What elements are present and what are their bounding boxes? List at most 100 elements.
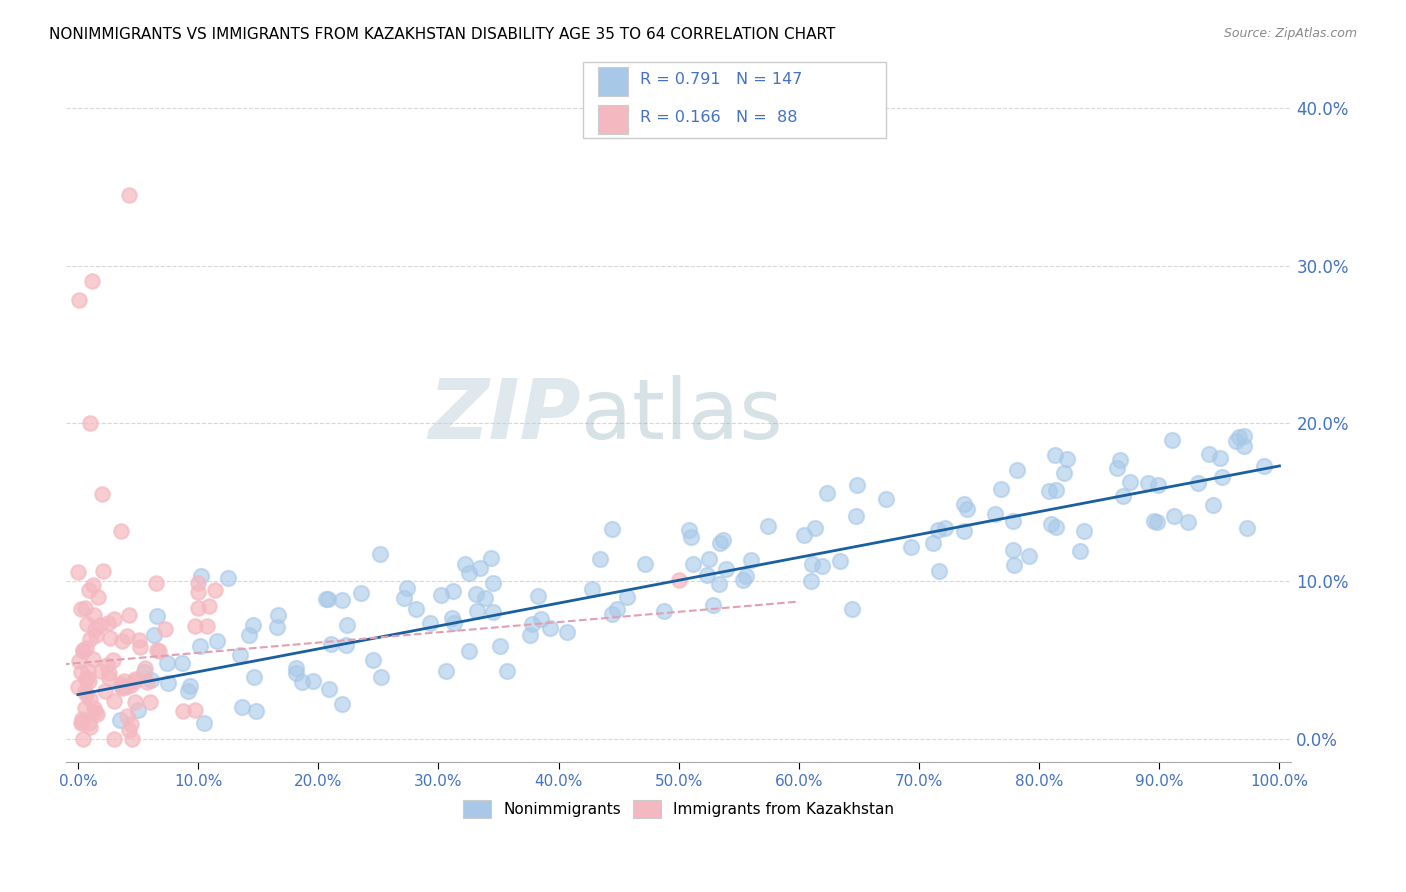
Point (335, 638, 357, 652)
Point (157, 676, 180, 690)
Point (267, 607, 290, 622)
Point (350, 585, 373, 599)
Point (474, 591, 496, 606)
Point (934, 521, 956, 535)
Point (86, 706, 108, 721)
Point (170, 656, 193, 670)
Point (1001, 543, 1024, 558)
Point (520, 616, 543, 631)
Point (740, 553, 762, 567)
Point (110, 677, 132, 691)
Point (1227, 430, 1250, 444)
Point (458, 566, 481, 580)
Point (711, 533, 734, 548)
Point (72, 731, 94, 746)
Point (231, 700, 253, 714)
Point (70, 712, 93, 726)
Point (1056, 452, 1078, 467)
Point (953, 497, 976, 511)
Text: atlas: atlas (581, 375, 782, 456)
Point (132, 665, 155, 679)
Point (89, 618, 111, 632)
Point (103, 694, 125, 708)
Point (103, 653, 125, 667)
Point (128, 632, 150, 647)
Point (187, 600, 209, 615)
Point (990, 482, 1012, 496)
Point (1177, 516, 1199, 530)
Point (465, 587, 488, 601)
Point (242, 617, 264, 632)
Point (793, 528, 815, 542)
Point (124, 672, 146, 686)
Point (1039, 516, 1062, 531)
Point (242, 670, 264, 684)
Point (681, 530, 703, 544)
Point (284, 661, 307, 675)
Point (72, 644, 94, 658)
Point (800, 557, 823, 571)
Point (927, 523, 949, 537)
Text: R = 0.791   N = 147: R = 0.791 N = 147 (640, 72, 801, 87)
Point (600, 607, 623, 621)
Point (668, 573, 690, 587)
Point (90, 487, 112, 501)
Point (465, 604, 488, 618)
Point (75, 687, 97, 701)
Point (394, 591, 416, 606)
Point (731, 573, 754, 587)
Point (841, 602, 863, 616)
Point (396, 581, 419, 595)
Point (284, 666, 307, 681)
Point (1202, 499, 1225, 513)
Point (204, 583, 226, 598)
Point (145, 576, 167, 591)
Point (952, 524, 974, 538)
Point (121, 731, 143, 746)
Point (714, 562, 737, 576)
Point (441, 584, 464, 599)
Point (148, 644, 170, 658)
Point (139, 695, 162, 709)
Point (84, 628, 107, 642)
Point (76, 671, 98, 685)
Point (184, 703, 207, 717)
Point (146, 608, 169, 623)
Point (98, 631, 121, 645)
Point (111, 681, 134, 696)
Point (1118, 475, 1140, 489)
Point (830, 554, 852, 568)
Point (187, 576, 209, 591)
Point (606, 602, 628, 616)
Point (70, 715, 93, 730)
Point (83, 701, 105, 715)
Point (555, 624, 578, 639)
Point (430, 588, 453, 602)
Point (103, 731, 125, 746)
Point (75, 684, 97, 698)
Point (93, 683, 115, 698)
Text: R = 0.166   N =  88: R = 0.166 N = 88 (640, 110, 797, 125)
Point (112, 674, 135, 689)
Point (526, 589, 548, 603)
Point (1253, 458, 1275, 473)
Point (84, 705, 107, 719)
Point (600, 522, 623, 536)
Point (82, 652, 104, 666)
Point (405, 602, 427, 616)
Point (103, 612, 125, 626)
Point (245, 704, 267, 718)
Point (470, 561, 492, 575)
Point (1198, 447, 1220, 461)
Point (419, 615, 441, 630)
Point (1211, 469, 1233, 483)
Point (1160, 434, 1182, 448)
Point (228, 648, 250, 662)
Point (139, 673, 162, 687)
Point (634, 557, 657, 571)
Point (928, 564, 950, 578)
Point (87, 590, 110, 604)
Point (1225, 434, 1247, 449)
Point (811, 559, 834, 574)
Point (1233, 439, 1256, 453)
